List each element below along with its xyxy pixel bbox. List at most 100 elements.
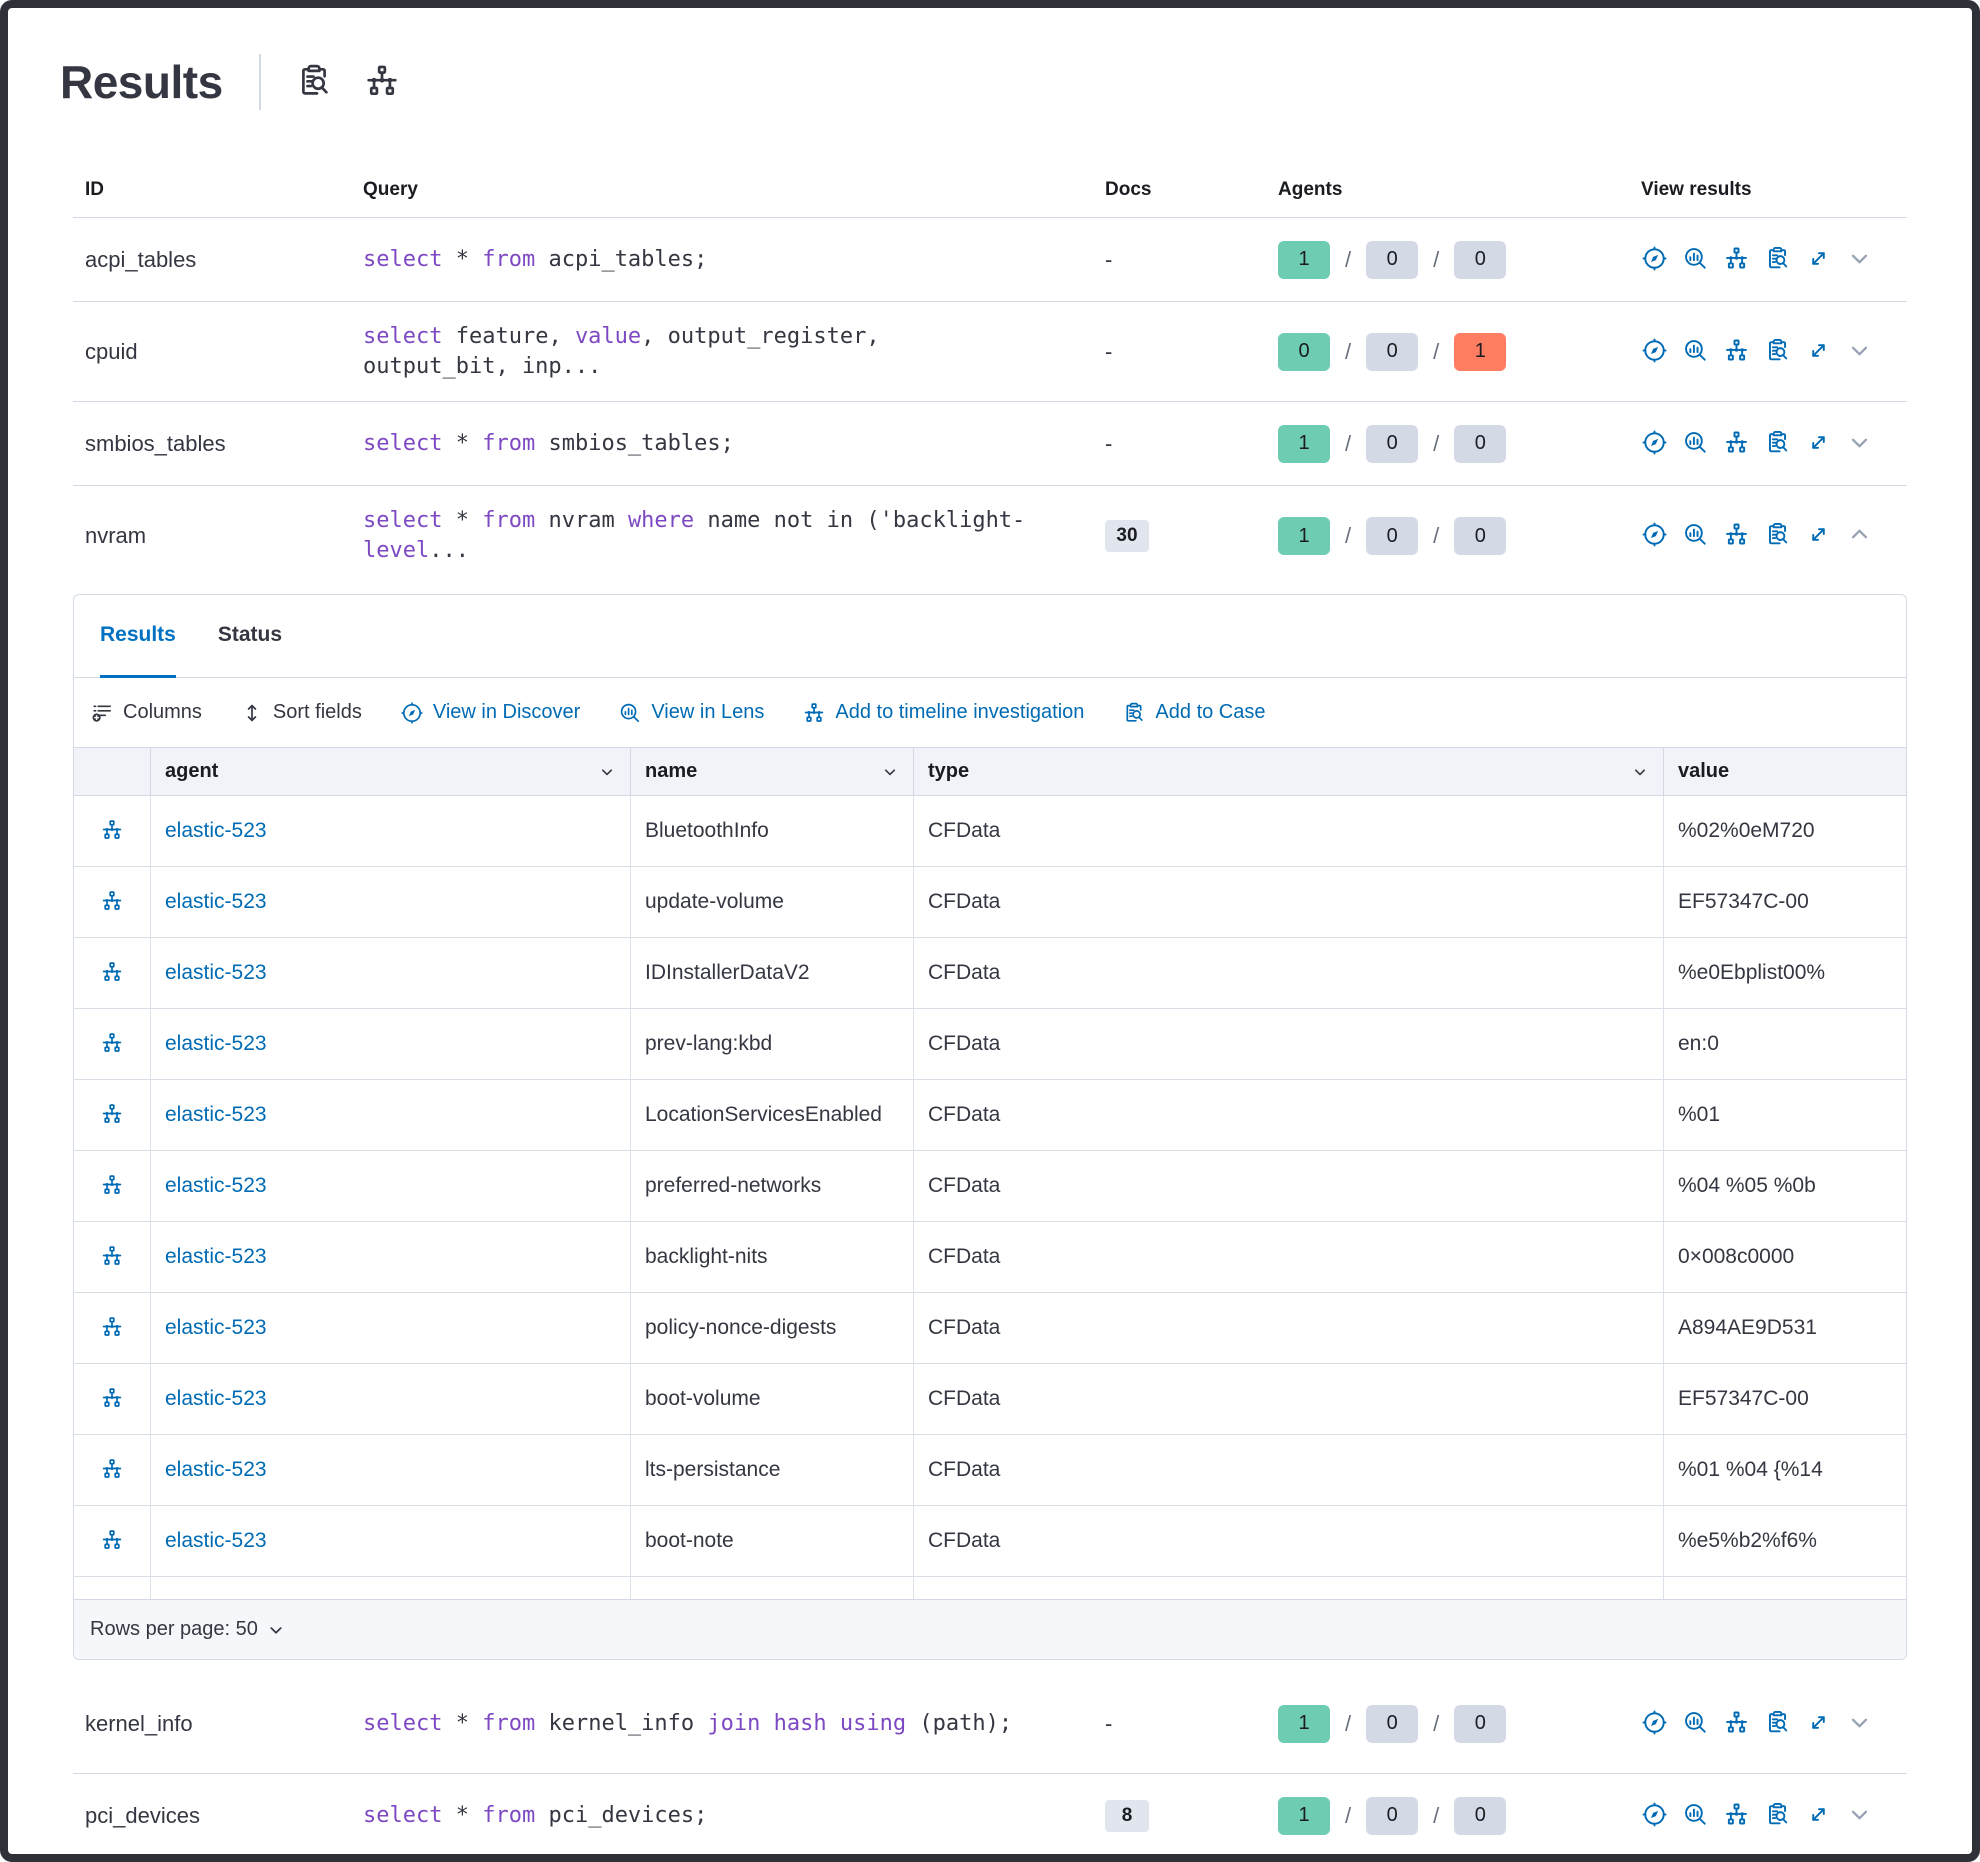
discover-button[interactable] — [1641, 1709, 1668, 1739]
name-cell: IDInstallerDataV2 — [631, 938, 914, 1008]
case-button[interactable] — [1764, 1801, 1791, 1831]
add-to-timeline-button[interactable] — [100, 1173, 124, 1200]
name-cell: boot-volume — [631, 1364, 914, 1434]
expand-row-button[interactable] — [1846, 429, 1873, 459]
query-row-smbios_tables: smbios_tables select * from smbios_table… — [73, 402, 1907, 486]
agent-link[interactable]: elastic-523 — [165, 1032, 267, 1055]
agent-link[interactable]: elastic-523 — [165, 1245, 267, 1268]
timeline-button[interactable] — [1723, 521, 1750, 551]
type-cell: CFData — [914, 1222, 1664, 1292]
add-to-timeline-button[interactable] — [100, 1244, 124, 1271]
expand-button[interactable] — [1805, 429, 1832, 459]
agent-cell: elastic-523 — [151, 1293, 631, 1363]
timeline-button[interactable] — [1723, 1801, 1750, 1831]
agent-count-badge: 0 — [1366, 1796, 1419, 1835]
add-to-timeline-button[interactable] — [100, 1315, 124, 1342]
grid-row: elastic-523 IDInstallerDataV2 CFData %e0… — [74, 938, 1906, 1009]
agent-link[interactable]: elastic-523 — [165, 1103, 267, 1126]
rows-per-page-button[interactable]: Rows per page: 50 — [90, 1618, 286, 1641]
grid-row: elastic-523 lts-persistance CFData %01 %… — [74, 1435, 1906, 1506]
discover-icon — [1641, 245, 1668, 272]
expand-button[interactable] — [1805, 521, 1832, 551]
grid-header-icon-column — [74, 748, 151, 795]
network-button[interactable] — [363, 62, 401, 103]
grid-column-header-agent[interactable]: agent — [151, 748, 631, 795]
panel-tabs: Results Status — [74, 595, 1906, 678]
discover-button[interactable] — [1641, 245, 1668, 275]
case-button[interactable] — [1764, 429, 1791, 459]
add-to-timeline-button[interactable] — [100, 1457, 124, 1484]
expand-button[interactable] — [1805, 1801, 1832, 1831]
grid-column-header-value[interactable]: value — [1678, 760, 1730, 782]
discover-button[interactable] — [1641, 337, 1668, 367]
discover-button[interactable] — [1641, 521, 1668, 551]
view-in-lens-button[interactable]: View in Lens — [618, 701, 764, 725]
agents-cell: 1 / 0 / 0 — [1278, 424, 1633, 463]
case-button[interactable] — [1764, 245, 1791, 275]
expand-button[interactable] — [1805, 1709, 1832, 1739]
agents-cell: 0 / 0 / 1 — [1278, 332, 1633, 371]
add-to-timeline-button[interactable] — [100, 1386, 124, 1413]
value-cell: %e0Ebplist00% — [1678, 961, 1826, 984]
view-in-discover-button[interactable]: View in Discover — [400, 701, 580, 725]
agent-link[interactable]: elastic-523 — [165, 1387, 267, 1410]
inspect-button[interactable] — [295, 62, 333, 103]
column-header-query: Query — [363, 179, 418, 200]
lens-button[interactable] — [1682, 245, 1709, 275]
timeline-button[interactable] — [1723, 429, 1750, 459]
lens-button[interactable] — [1682, 1709, 1709, 1739]
query-row-nvram: nvram select * from nvram where name not… — [73, 486, 1907, 586]
timeline-button[interactable] — [1723, 245, 1750, 275]
value-cell: EF57347C-00 — [1678, 1387, 1809, 1410]
type-cell: CFData — [914, 1506, 1664, 1576]
add-to-timeline-button[interactable] — [100, 818, 124, 845]
sort-fields-button[interactable]: Sort fields — [240, 701, 362, 725]
add-to-timeline-button[interactable] — [100, 1528, 124, 1555]
value-cell: %02%0eM720 — [1678, 819, 1815, 842]
discover-button[interactable] — [1641, 1801, 1668, 1831]
case-icon — [1764, 1801, 1791, 1828]
case-icon — [1764, 245, 1791, 272]
agent-count-badge: 1 — [1278, 517, 1330, 555]
agent-link[interactable]: elastic-523 — [165, 961, 267, 984]
add-to-timeline-button[interactable] — [100, 889, 124, 916]
add-to-timeline-button[interactable] — [100, 960, 124, 987]
agent-count-badge: 0 — [1278, 332, 1330, 371]
query-sql: select * from kernel_info join hash usin… — [363, 1710, 1013, 1736]
timeline-icon — [100, 960, 124, 984]
badge-separator: / — [1345, 246, 1352, 272]
lens-button[interactable] — [1682, 521, 1709, 551]
lens-button[interactable] — [1682, 429, 1709, 459]
agent-link[interactable]: elastic-523 — [165, 890, 267, 913]
columns-button[interactable]: Columns — [90, 701, 202, 725]
case-button[interactable] — [1764, 1709, 1791, 1739]
agent-link[interactable]: elastic-523 — [165, 1529, 267, 1552]
expand-row-button[interactable] — [1846, 1709, 1873, 1739]
expand-button[interactable] — [1805, 337, 1832, 367]
tab-status[interactable]: Status — [217, 623, 283, 646]
expand-row-button[interactable] — [1846, 245, 1873, 275]
agent-link[interactable]: elastic-523 — [165, 1316, 267, 1339]
agent-link[interactable]: elastic-523 — [165, 1174, 267, 1197]
add-to-case-button[interactable]: Add to Case — [1122, 701, 1266, 725]
expand-button[interactable] — [1805, 245, 1832, 275]
timeline-button[interactable] — [1723, 337, 1750, 367]
tab-results[interactable]: Results — [100, 595, 176, 678]
docs-cell: 30 — [1093, 520, 1278, 552]
add-to-timeline-button[interactable] — [100, 1102, 124, 1129]
case-button[interactable] — [1764, 337, 1791, 367]
add-to-timeline-investigation-button[interactable]: Add to timeline investigation — [802, 701, 1084, 725]
expand-row-button[interactable] — [1846, 1801, 1873, 1831]
collapse-row-button[interactable] — [1846, 521, 1873, 551]
grid-column-header-name[interactable]: name — [631, 748, 914, 795]
expand-row-button[interactable] — [1846, 337, 1873, 367]
case-button[interactable] — [1764, 521, 1791, 551]
grid-column-header-type[interactable]: type — [914, 748, 1664, 795]
agent-link[interactable]: elastic-523 — [165, 819, 267, 842]
add-to-timeline-button[interactable] — [100, 1031, 124, 1058]
timeline-button[interactable] — [1723, 1709, 1750, 1739]
agent-link[interactable]: elastic-523 — [165, 1458, 267, 1481]
discover-button[interactable] — [1641, 429, 1668, 459]
lens-button[interactable] — [1682, 337, 1709, 367]
lens-button[interactable] — [1682, 1801, 1709, 1831]
